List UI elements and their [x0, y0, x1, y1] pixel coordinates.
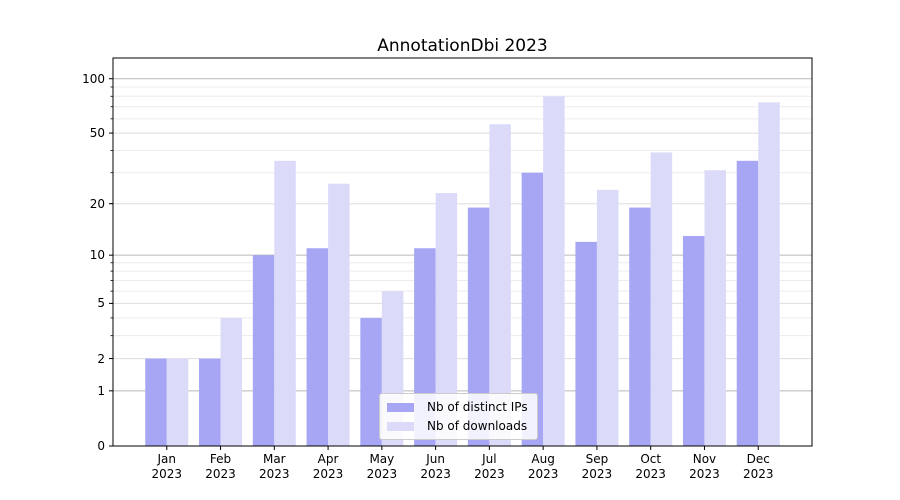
bar-nb-of-downloads-aug-2023	[543, 96, 565, 446]
y-tick-label-0: 0	[97, 439, 105, 453]
bar-nb-of-downloads-dec-2023	[758, 102, 780, 446]
plot-spines	[112, 57, 813, 447]
x-tick-label-mar-2023: Mar 2023	[259, 452, 290, 481]
bar-nb-of-distinct-ips-dec-2023	[736, 160, 759, 447]
x-tick-label-jan-2023: Jan 2023	[151, 452, 183, 481]
bar-nb-of-distinct-ips-may-2023	[360, 317, 382, 446]
x-tick-label-oct-2023: Oct 2023	[635, 452, 666, 481]
legend-label-downloads: Nb of downloads	[427, 419, 528, 433]
bar-nb-of-downloads-oct-2023	[650, 152, 673, 446]
chart-title: AnnotationDbi 2023	[377, 36, 548, 56]
y-tick-label-1: 1	[97, 383, 105, 398]
bar-nb-of-downloads-jun-2023	[435, 193, 458, 446]
legend-item-distinct-ips: Nb of distinct IPs	[387, 399, 528, 415]
bar-nb-of-distinct-ips-oct-2023	[629, 207, 651, 446]
bar-nb-of-distinct-ips-feb-2023	[199, 358, 221, 446]
legend: Nb of distinct IPs Nb of downloads	[379, 393, 538, 440]
x-tick-label-jul-2023: Jul 2023	[474, 452, 505, 481]
bar-nb-of-distinct-ips-aug-2023	[521, 172, 544, 446]
bar-nb-of-distinct-ips-apr-2023	[306, 248, 329, 446]
bar-nb-of-downloads-jan-2023	[166, 358, 189, 446]
legend-item-downloads: Nb of downloads	[387, 418, 528, 434]
legend-swatch-downloads	[387, 421, 414, 431]
bar-nb-of-distinct-ips-jul-2023	[467, 207, 490, 446]
bar-nb-of-downloads-apr-2023	[328, 183, 350, 446]
bar-nb-of-downloads-sep-2023	[596, 189, 619, 446]
y-tick-label-2: 2	[97, 351, 105, 366]
x-tick-label-dec-2023: Dec 2023	[742, 452, 774, 481]
bar-nb-of-downloads-feb-2023	[220, 317, 243, 446]
bar-nb-of-distinct-ips-jan-2023	[145, 358, 167, 446]
x-tick-label-apr-2023: Apr 2023	[312, 452, 344, 481]
y-tick-label-100: 100	[82, 71, 105, 86]
x-tick-label-jun-2023: Jun 2023	[420, 452, 451, 481]
bar-nb-of-distinct-ips-sep-2023	[575, 241, 597, 446]
y-tick-label-20: 20	[89, 196, 105, 211]
x-tick-label-aug-2023: Aug 2023	[527, 452, 559, 481]
bar-nb-of-downloads-jul-2023	[489, 124, 511, 447]
y-tick-label-5: 5	[97, 296, 105, 311]
legend-label-distinct-ips: Nb of distinct IPs	[427, 400, 528, 414]
bar-nb-of-distinct-ips-mar-2023	[252, 255, 275, 446]
x-tick-label-may-2023: May 2023	[366, 452, 398, 481]
bar-nb-of-downloads-mar-2023	[274, 160, 296, 447]
bar-nb-of-downloads-nov-2023	[704, 170, 726, 446]
bar-nb-of-distinct-ips-nov-2023	[682, 235, 705, 446]
x-tick-label-feb-2023: Feb 2023	[205, 452, 236, 481]
x-tick-label-nov-2023: Nov 2023	[689, 452, 720, 481]
x-tick-label-sep-2023: Sep 2023	[581, 452, 613, 481]
legend-swatch-distinct-ips	[387, 402, 414, 412]
y-tick-label-10: 10	[89, 248, 105, 263]
y-tick-label-50: 50	[89, 126, 105, 141]
